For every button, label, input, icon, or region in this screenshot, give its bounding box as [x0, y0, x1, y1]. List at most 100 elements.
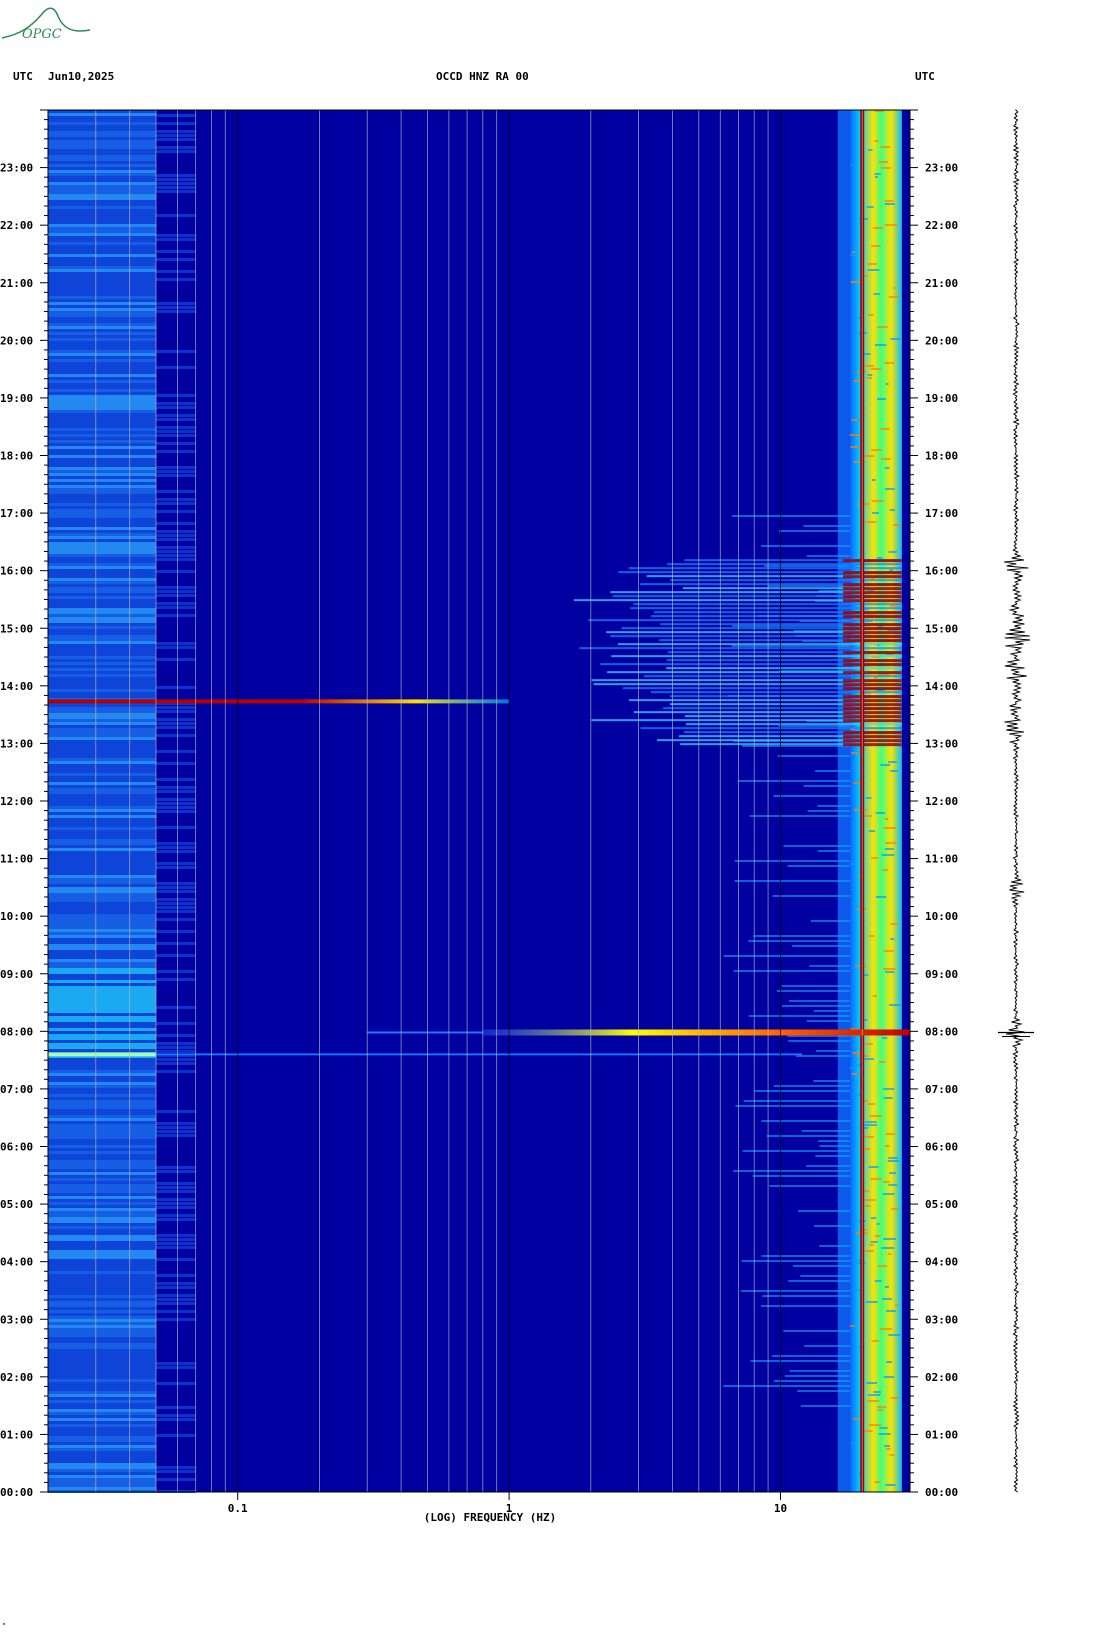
- low-freq-noise-stripe: [48, 452, 157, 455]
- band-noise-speck: [851, 1073, 858, 1075]
- low-freq-noise-stripe: [48, 1142, 157, 1145]
- low-freq-noise-stripe: [48, 926, 157, 929]
- low-freq-noise-stripe: [48, 1217, 157, 1220]
- mid-noise-stripe: [156, 1238, 196, 1241]
- low-freq-noise-stripe: [48, 1004, 157, 1007]
- burst-hot: [843, 663, 902, 667]
- low-freq-noise-stripe: [48, 887, 157, 890]
- low-freq-noise-stripe: [48, 830, 157, 833]
- burst-streak: [682, 587, 902, 590]
- mid-noise-stripe: [156, 706, 196, 709]
- station-title: OCCD HNZ RA 00: [436, 70, 529, 83]
- low-freq-noise-stripe: [48, 944, 157, 947]
- mid-noise-stripe: [156, 122, 196, 125]
- low-freq-noise-stripe: [48, 413, 157, 416]
- mid-noise-stripe: [156, 350, 196, 353]
- hf-streak: [734, 880, 850, 882]
- hf-streak: [731, 645, 850, 647]
- y-tick-label-right: 07:00: [925, 1083, 958, 1096]
- hf-streak: [789, 1370, 850, 1372]
- hf-streak: [804, 1345, 850, 1347]
- low-freq-noise-stripe: [48, 584, 157, 587]
- mid-noise-stripe: [156, 846, 196, 849]
- hf-streak: [761, 1255, 850, 1257]
- low-freq-noise-stripe: [48, 257, 157, 260]
- mid-noise-stripe: [156, 1470, 196, 1473]
- band-noise-speck: [865, 797, 872, 799]
- band-noise-speck: [862, 1100, 868, 1102]
- mid-noise-stripe: [156, 1466, 196, 1469]
- low-freq-noise-stripe: [48, 1187, 157, 1190]
- low-freq-noise-stripe: [48, 314, 157, 317]
- low-freq-noise-stripe: [48, 962, 157, 965]
- burst-hot: [843, 571, 902, 575]
- band-noise-speck: [881, 167, 891, 169]
- burst-hot: [843, 671, 902, 675]
- low-freq-noise-stripe: [48, 1445, 157, 1448]
- low-freq-noise-stripe: [48, 191, 157, 194]
- low-freq-noise-stripe: [48, 884, 157, 887]
- low-freq-noise-stripe: [48, 914, 157, 917]
- low-freq-noise-stripe: [48, 767, 157, 770]
- low-freq-noise-stripe: [48, 1382, 157, 1385]
- y-tick-label-left: 17:00: [0, 507, 33, 520]
- low-freq-noise-stripe: [48, 881, 157, 884]
- low-freq-noise-stripe: [48, 1079, 157, 1082]
- low-freq-noise-stripe: [48, 404, 157, 407]
- low-freq-noise-stripe: [48, 449, 157, 452]
- mid-noise-stripe: [156, 558, 196, 561]
- band-noise-speck: [883, 950, 894, 952]
- low-freq-noise-stripe: [48, 842, 157, 845]
- burst-streak: [680, 743, 902, 746]
- low-freq-noise-stripe: [48, 1355, 157, 1358]
- low-freq-noise-stripe: [48, 308, 157, 311]
- mid-noise-stripe: [156, 1054, 196, 1057]
- low-freq-noise-stripe: [48, 524, 157, 527]
- burst-hot: [843, 735, 902, 739]
- hf-streak: [813, 1080, 850, 1082]
- mid-noise-stripe: [156, 1242, 196, 1245]
- band-noise-speck: [853, 1262, 866, 1264]
- low-freq-noise-stripe: [48, 872, 157, 875]
- mid-noise-stripe: [156, 1034, 196, 1037]
- mid-noise-stripe: [156, 906, 196, 909]
- low-freq-noise-stripe: [48, 665, 157, 668]
- band-noise-speck: [888, 1253, 892, 1255]
- low-freq-noise-stripe: [48, 461, 157, 464]
- low-freq-noise-stripe: [48, 1211, 157, 1214]
- low-freq-noise-stripe: [48, 212, 157, 215]
- low-freq-noise-stripe: [48, 998, 157, 1001]
- hf-streak: [723, 955, 850, 957]
- hf-streak: [819, 1245, 850, 1247]
- low-freq-noise-stripe: [48, 950, 157, 953]
- hf-streak: [735, 1105, 850, 1107]
- y-tick-label-right: 13:00: [925, 737, 958, 750]
- mid-noise-stripe: [156, 1366, 196, 1369]
- mid-noise-stripe: [156, 470, 196, 473]
- mid-noise-stripe: [156, 1282, 196, 1285]
- low-freq-noise-stripe: [48, 554, 157, 557]
- low-freq-noise-stripe: [48, 545, 157, 548]
- band-noise-speck: [884, 1445, 891, 1447]
- y-tick-label-left: 09:00: [0, 968, 33, 981]
- hf-streak: [753, 935, 850, 937]
- low-freq-noise-stripe: [48, 680, 157, 683]
- low-freq-noise-stripe: [48, 512, 157, 515]
- low-freq-noise-stripe: [48, 1313, 157, 1316]
- low-freq-noise-stripe: [48, 656, 157, 659]
- low-freq-noise-stripe: [48, 860, 157, 863]
- mid-noise-stripe: [156, 850, 196, 853]
- burst-hot: [843, 559, 902, 563]
- low-freq-noise-stripe: [48, 1055, 157, 1058]
- low-freq-noise-stripe: [48, 395, 157, 398]
- band-noise-speck: [861, 1058, 875, 1060]
- band-noise-speck: [875, 896, 887, 898]
- low-freq-noise-stripe: [48, 1478, 157, 1481]
- low-freq-noise-stripe: [48, 1190, 157, 1193]
- burst-hot: [843, 575, 902, 579]
- band-noise-speck: [853, 461, 866, 463]
- burst-streak: [640, 583, 902, 586]
- low-freq-noise-stripe: [48, 482, 157, 485]
- low-freq-noise-stripe: [48, 1310, 157, 1313]
